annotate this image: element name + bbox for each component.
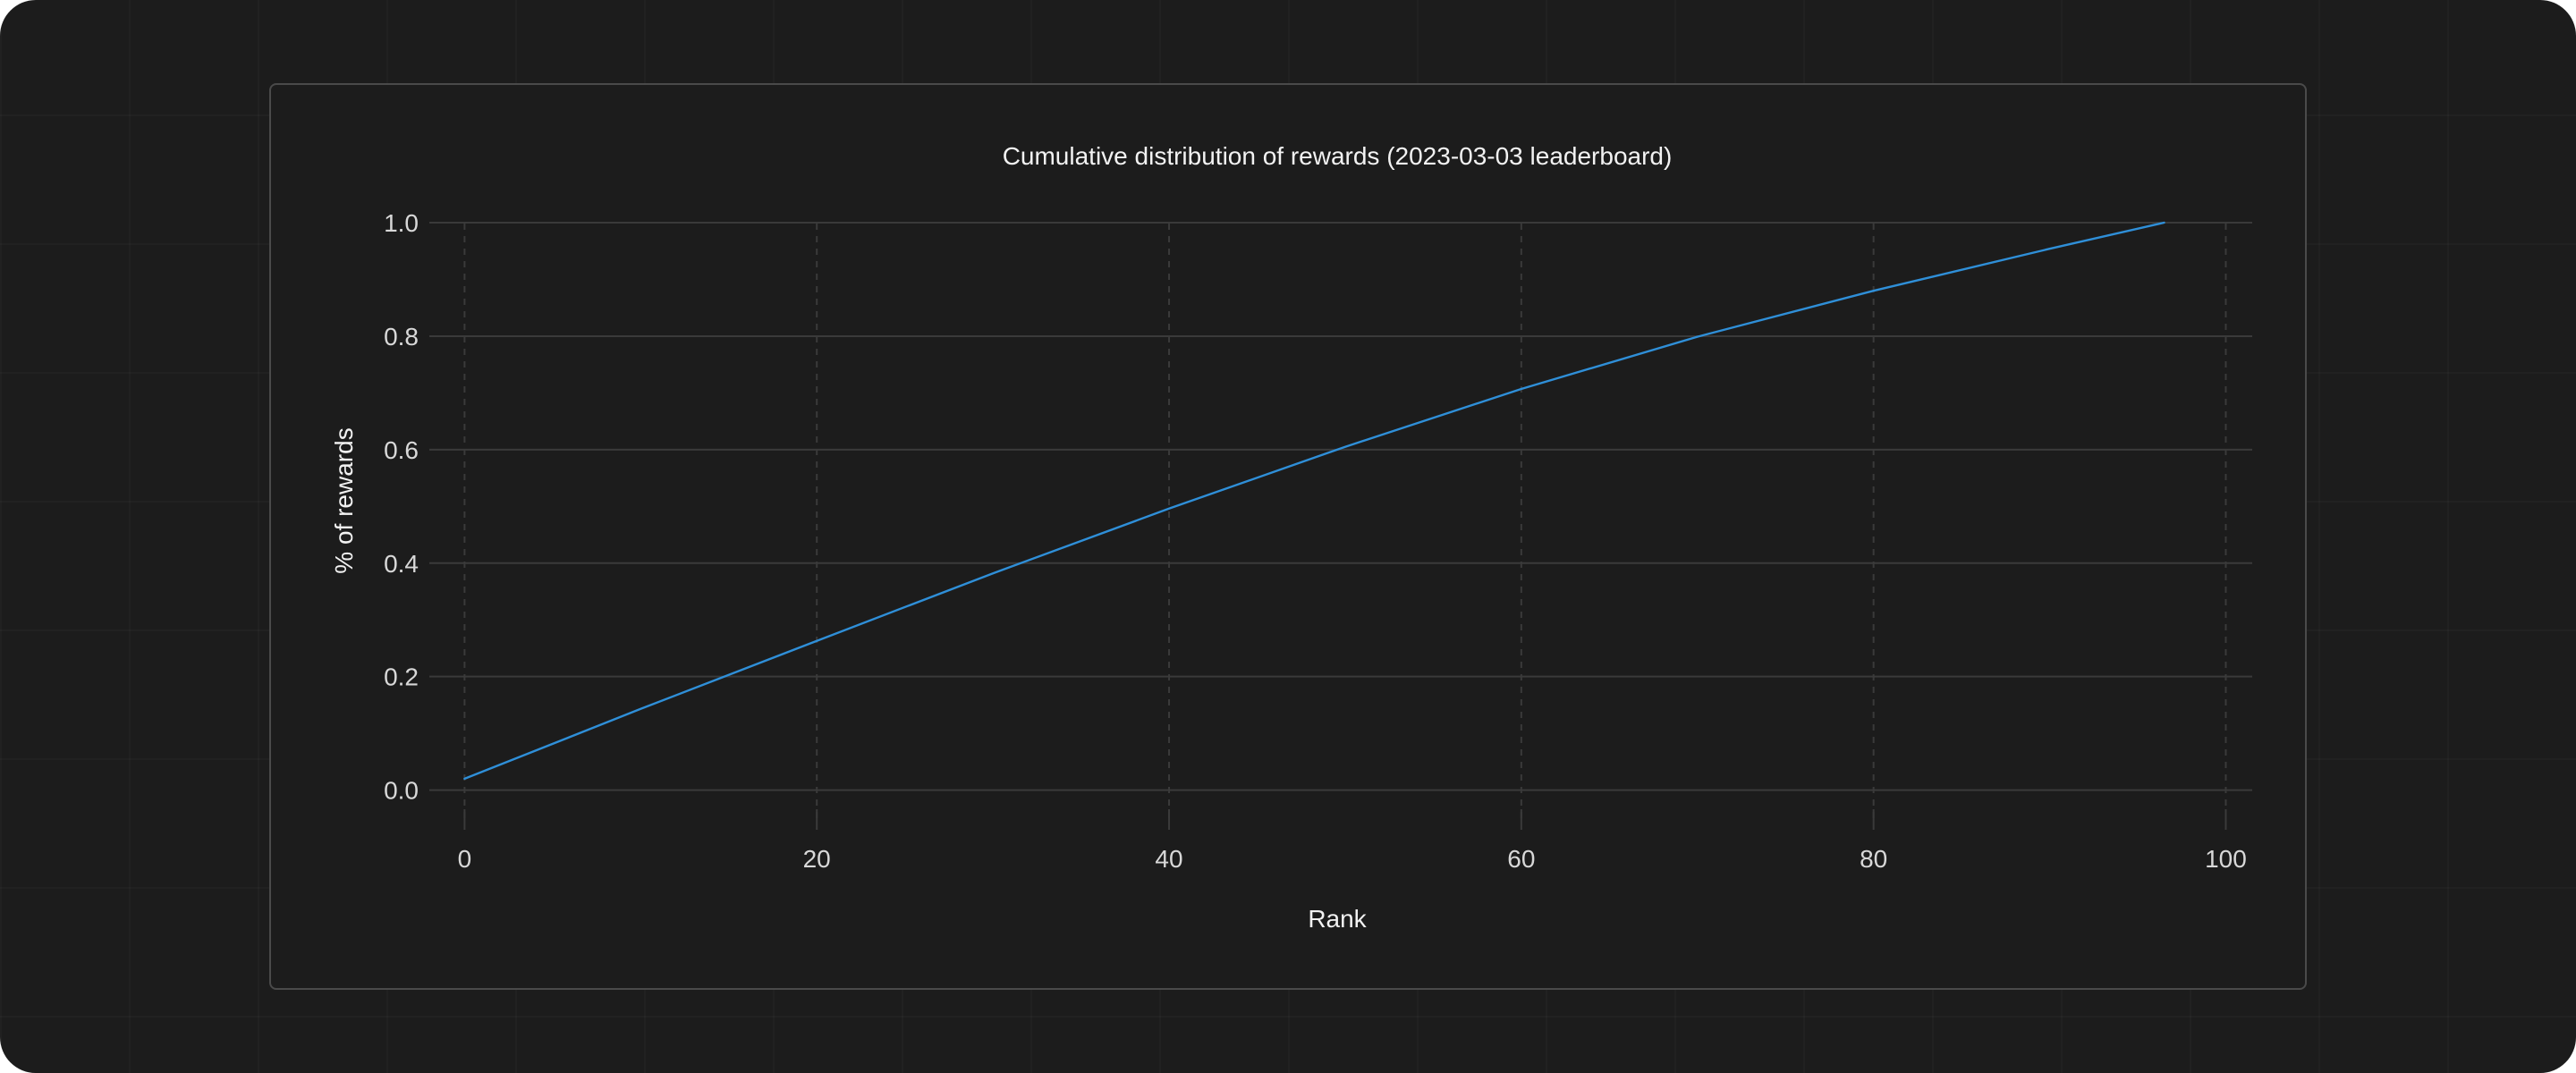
- y-tick-label: 0.4: [384, 550, 419, 578]
- x-tick-label: 60: [1507, 845, 1535, 873]
- chart-title: Cumulative distribution of rewards (2023…: [1003, 142, 1673, 170]
- y-tick-label: 1.0: [384, 209, 419, 237]
- y-tick-label: 0.6: [384, 436, 419, 464]
- y-axis-label: % of rewards: [330, 427, 358, 573]
- x-axis-label: Rank: [1308, 905, 1367, 933]
- tick-labels: 0.0 0.2 0.4 0.6 0.8 1.0 0 20 40 60 80 100: [384, 209, 2247, 873]
- grid: [429, 222, 2252, 830]
- x-tick-label: 100: [2205, 845, 2247, 873]
- y-tick-label: 0.2: [384, 663, 419, 691]
- x-tick-label: 20: [803, 845, 831, 873]
- x-tick-label: 0: [458, 845, 472, 873]
- chart-card: [269, 83, 2307, 990]
- x-tick-label: 40: [1155, 845, 1182, 873]
- y-tick-label: 0.8: [384, 323, 419, 351]
- series-line: [463, 221, 2165, 781]
- x-tick-label: 80: [1860, 845, 1887, 873]
- y-tick-label: 0.0: [384, 777, 419, 805]
- series-layer: [463, 221, 2165, 781]
